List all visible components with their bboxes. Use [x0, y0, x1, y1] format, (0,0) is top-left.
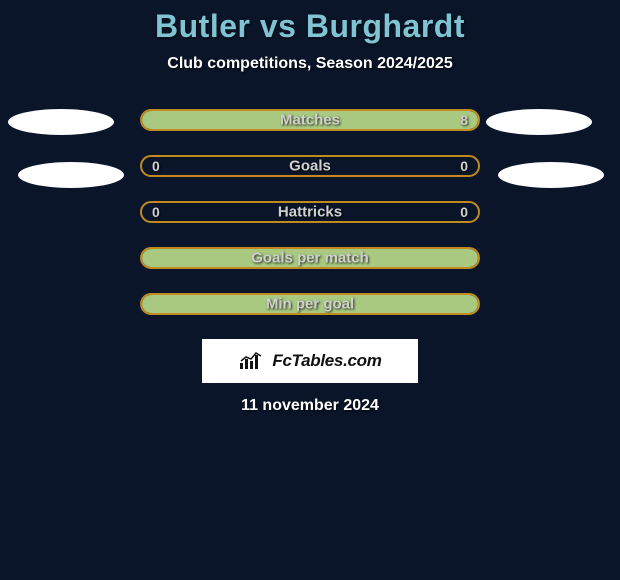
stat-bar: Matches 8 — [140, 109, 480, 131]
stat-label: Matches — [280, 112, 340, 129]
page-title: Butler vs Burghardt — [155, 8, 465, 45]
subtitle: Club competitions, Season 2024/2025 — [167, 55, 452, 73]
stat-row: Min per goal — [140, 293, 480, 315]
date-label: 11 november 2024 — [241, 397, 379, 415]
stat-bar: Min per goal — [140, 293, 480, 315]
stat-bar: Hattricks 0 0 — [140, 201, 480, 223]
stat-label: Hattricks — [278, 204, 342, 221]
player-photo-placeholder — [486, 109, 592, 135]
stat-value-right: 8 — [460, 112, 468, 128]
stat-bar: Goals 0 0 — [140, 155, 480, 177]
stat-label: Goals per match — [251, 250, 369, 267]
stat-row: Goals per match — [140, 247, 480, 269]
stat-label: Min per goal — [266, 296, 354, 313]
stat-row: Matches 8 — [140, 109, 480, 131]
badge-text: FcTables.com — [272, 351, 381, 371]
stat-value-left: 0 — [152, 158, 160, 174]
source-badge[interactable]: FcTables.com — [202, 339, 418, 383]
stat-row: Hattricks 0 0 — [140, 201, 480, 223]
stat-label: Goals — [289, 158, 331, 175]
stat-value-left: 0 — [152, 204, 160, 220]
comparison-widget: Butler vs Burghardt Club competitions, S… — [0, 0, 620, 415]
stat-value-right: 0 — [460, 204, 468, 220]
player-photo-placeholder — [18, 162, 124, 188]
stat-row: Goals 0 0 — [140, 155, 480, 177]
player-photo-placeholder — [498, 162, 604, 188]
stat-bar: Goals per match — [140, 247, 480, 269]
player-photo-placeholder — [8, 109, 114, 135]
stat-value-right: 0 — [460, 158, 468, 174]
stats-area: Matches 8 Goals 0 0 Hattricks 0 0 Goals per matc… — [0, 109, 620, 315]
chart-icon — [238, 351, 266, 371]
